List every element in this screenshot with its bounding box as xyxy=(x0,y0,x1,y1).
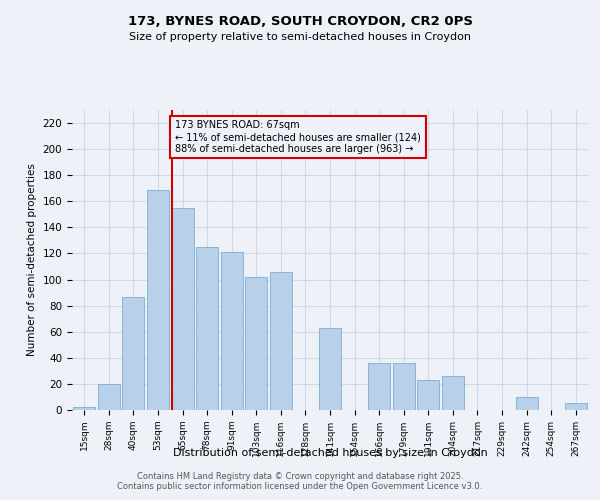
Bar xyxy=(442,376,464,410)
Y-axis label: Number of semi-detached properties: Number of semi-detached properties xyxy=(27,164,37,356)
Bar xyxy=(270,272,292,410)
Text: Size of property relative to semi-detached houses in Croydon: Size of property relative to semi-detach… xyxy=(129,32,471,42)
Text: Contains public sector information licensed under the Open Government Licence v3: Contains public sector information licen… xyxy=(118,482,482,491)
Text: 173 BYNES ROAD: 67sqm
← 11% of semi-detached houses are smaller (124)
88% of sem: 173 BYNES ROAD: 67sqm ← 11% of semi-deta… xyxy=(175,120,421,154)
Bar xyxy=(565,404,587,410)
Bar xyxy=(417,380,439,410)
Bar xyxy=(196,247,218,410)
Text: 173, BYNES ROAD, SOUTH CROYDON, CR2 0PS: 173, BYNES ROAD, SOUTH CROYDON, CR2 0PS xyxy=(128,15,473,28)
Bar xyxy=(368,363,390,410)
Bar xyxy=(122,296,145,410)
Text: Contains HM Land Registry data © Crown copyright and database right 2025.: Contains HM Land Registry data © Crown c… xyxy=(137,472,463,481)
Bar xyxy=(73,408,95,410)
Bar xyxy=(319,328,341,410)
Bar xyxy=(245,277,268,410)
Text: Distribution of semi-detached houses by size in Croydon: Distribution of semi-detached houses by … xyxy=(173,448,487,458)
Bar xyxy=(515,397,538,410)
Bar xyxy=(172,208,194,410)
Bar xyxy=(147,190,169,410)
Bar xyxy=(392,363,415,410)
Bar xyxy=(221,252,243,410)
Bar xyxy=(98,384,120,410)
